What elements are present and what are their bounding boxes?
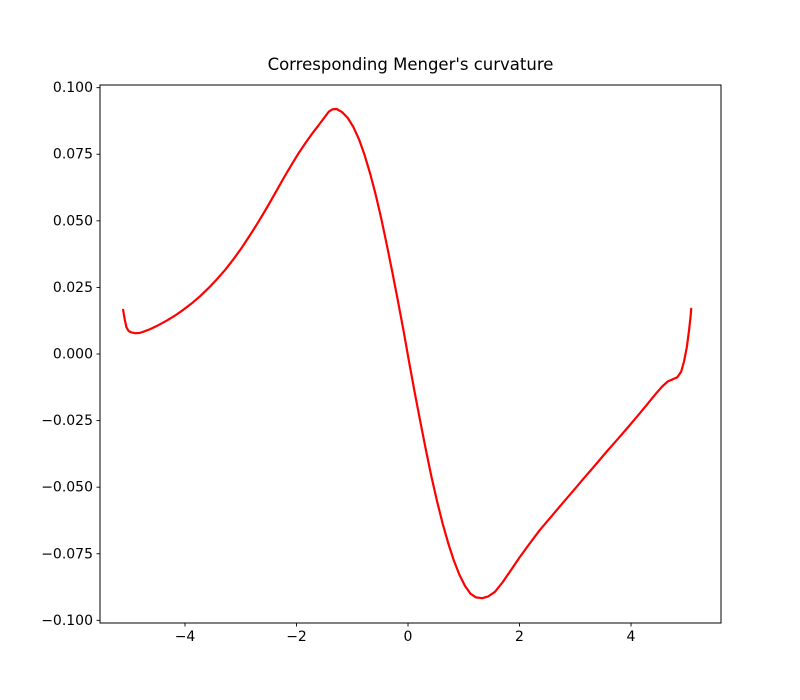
chart-title: Corresponding Menger's curvature xyxy=(267,55,554,74)
y-tick-label: 0.075 xyxy=(53,147,93,163)
x-tick-label: 2 xyxy=(515,629,524,645)
y-tick-label: 0.050 xyxy=(53,213,93,229)
y-tick-label: 0.100 xyxy=(53,80,93,96)
x-tick-label: −2 xyxy=(286,629,307,645)
x-tick-label: −4 xyxy=(175,629,196,645)
y-tick-label: −0.100 xyxy=(41,613,93,629)
y-tick-label: 0.000 xyxy=(53,347,93,363)
y-tick-label: 0.025 xyxy=(53,280,93,296)
x-tick-label: 0 xyxy=(404,629,413,645)
axes-spines xyxy=(99,84,722,624)
curve-menger-curvature xyxy=(122,107,693,600)
x-tick-label: 4 xyxy=(627,629,636,645)
y-tick-label: −0.025 xyxy=(41,413,93,429)
y-tick-label: −0.050 xyxy=(41,480,93,496)
y-tick-label: −0.075 xyxy=(41,546,93,562)
